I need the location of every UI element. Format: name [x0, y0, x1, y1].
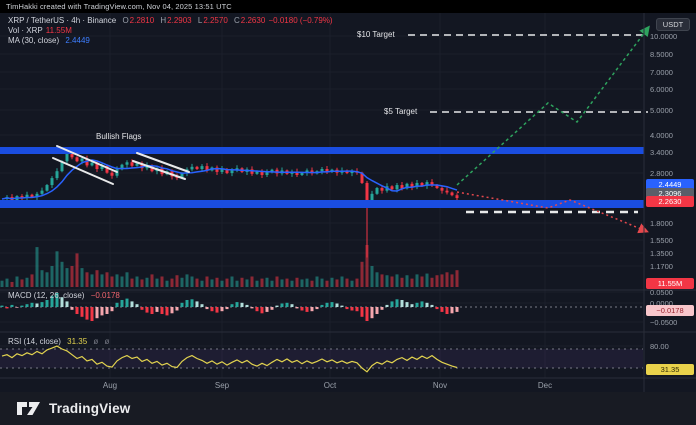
pane-separators [0, 13, 696, 392]
price-axis-tick: 1.3500 [650, 249, 673, 258]
price-axis-tick: 10.0000 [650, 32, 678, 41]
price-axis-tick: 1.1700 [650, 262, 673, 271]
price-axis-tick: 1.5500 [650, 236, 673, 245]
price-axis-tick: 3.4000 [650, 148, 673, 157]
close-label: C [234, 16, 240, 25]
bearish-projection-path[interactable] [456, 191, 649, 234]
ma-row[interactable]: MA (30, close) 2.4449 [8, 36, 333, 46]
currency-toggle-button[interactable]: USDT [656, 18, 690, 31]
volume-row[interactable]: Vol · XRP 11.55M [8, 26, 333, 36]
volume-label: Vol · XRP [8, 26, 43, 35]
tradingview-logo-icon[interactable] [16, 400, 42, 417]
price-label-chip: 2.3096 [646, 188, 694, 199]
price-axis-tick: 0.0500 [650, 288, 673, 297]
flag-channel-line[interactable] [56, 145, 118, 173]
price-label-chip: 2.4449 [646, 179, 694, 190]
macd-legend[interactable]: MACD (12, 26, close) −0.0178 [8, 291, 120, 300]
price-axis-tick: 4.0000 [650, 131, 673, 140]
footer-bar: TradingView [0, 392, 696, 425]
volume-layer [0, 245, 459, 287]
target-5-text: $5 Target [384, 107, 418, 116]
high-value: 2.2903 [167, 16, 192, 25]
flag-channel-line[interactable] [132, 160, 186, 180]
symbol-row[interactable]: XRP / TetherUS · 4h · Binance O2.2810 H2… [8, 16, 333, 26]
rsi-extra-glyphs: ø ø [93, 337, 112, 346]
price-axis-tick: 2.8000 [650, 169, 673, 178]
rsi-value: 31.35 [67, 337, 88, 346]
grid-layer [0, 13, 643, 378]
price-label-chip: 31.35 [646, 364, 694, 375]
price-axis-tick: 5.0000 [650, 106, 673, 115]
rsi-title: RSI (14, close) [8, 337, 61, 346]
price-axis-tick: −0.0500 [650, 318, 678, 327]
price-axis-tick: 7.0000 [650, 68, 673, 77]
moving-average-layer [1, 159, 458, 200]
attribution-bar: TimHakki created with TradingView.com, N… [0, 0, 696, 13]
macd-layer [0, 293, 643, 321]
time-axis-label: Aug [102, 381, 118, 390]
flag-channel-line[interactable] [52, 157, 114, 185]
price-axis-tick: 6.0000 [650, 85, 673, 94]
low-label: L [197, 16, 203, 25]
price-label-chip: −0.0178 [646, 305, 694, 316]
footer-brand[interactable]: TradingView [49, 401, 131, 416]
open-value: 2.2810 [129, 16, 155, 25]
support-band[interactable] [0, 200, 644, 208]
target-10-text: $10 Target [357, 30, 395, 39]
flag-channel-line[interactable] [136, 152, 190, 173]
drawings-layer[interactable] [52, 25, 650, 234]
bullish-flags-text: Bullish Flags [96, 132, 142, 141]
rsi-layer [0, 345, 643, 373]
support-resistance-bands[interactable] [0, 147, 644, 208]
rsi-legend[interactable]: RSI (14, close) 31.35 ø ø [8, 337, 111, 346]
high-label: H [160, 16, 167, 25]
time-axis-label: Nov [432, 381, 448, 390]
macd-value: −0.0178 [90, 291, 120, 300]
time-axis-label: Sep [214, 381, 230, 390]
price-axis-tick: 1.8000 [650, 219, 673, 228]
target-5-label[interactable]: $5 Target [384, 107, 417, 116]
open-label: O [122, 16, 129, 25]
volume-value: 11.55M [45, 26, 72, 35]
low-value: 2.2570 [203, 16, 228, 25]
time-axis-label: Dec [537, 381, 553, 390]
attribution-text: TimHakki created with TradingView.com, N… [6, 2, 232, 11]
change-value: −0.0180 (−0.79%) [268, 16, 333, 25]
price-label-chip: 11.55M [646, 278, 694, 289]
macd-title: MACD (12, 26, close) [8, 291, 85, 300]
bullish-flags-label[interactable]: Bullish Flags [96, 132, 141, 141]
symbol-title[interactable]: XRP / TetherUS · 4h · Binance [8, 16, 117, 25]
ma-value: 2.4449 [65, 36, 90, 45]
target-10-label[interactable]: $10 Target [357, 30, 395, 39]
close-value: 2.2630 [240, 16, 266, 25]
price-axis-tick: 80.00 [650, 342, 669, 351]
price-axis-tick: 0.0000 [650, 299, 673, 308]
price-axis-tick: 8.5000 [650, 50, 673, 59]
ma-label: MA (30, close) [8, 36, 60, 45]
resistance-band[interactable] [0, 147, 644, 154]
time-axis-label: Oct [323, 381, 337, 390]
chart-legend: XRP / TetherUS · 4h · Binance O2.2810 H2… [8, 16, 333, 46]
bullish-projection-path[interactable] [456, 25, 650, 186]
currency-toggle-label: USDT [662, 20, 684, 29]
price-label-chip: 2.2630 [646, 196, 694, 207]
price-axis[interactable]: 10.0000 8.5000 7.0000 6.0000 5.0000 4.0000 3.4… [645, 13, 696, 379]
